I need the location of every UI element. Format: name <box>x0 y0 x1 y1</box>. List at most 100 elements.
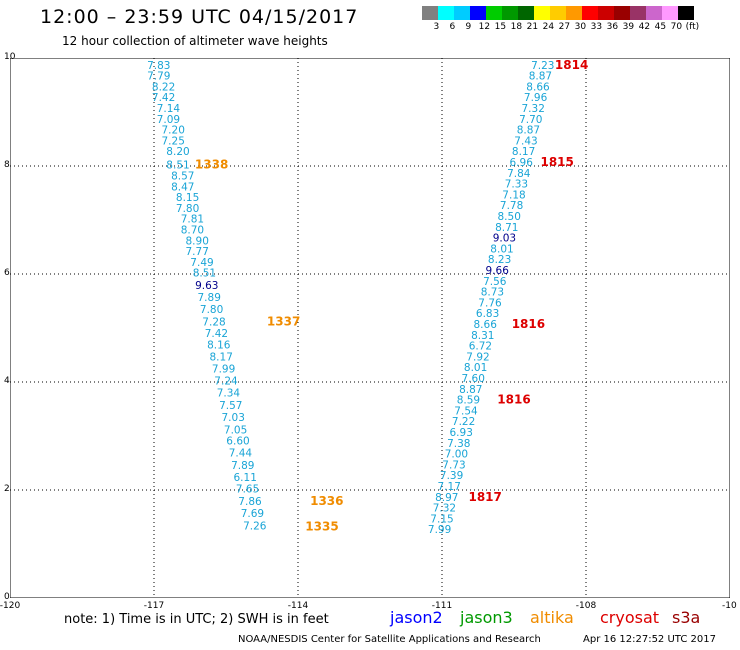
colorbar-swatch <box>422 6 438 20</box>
wave-height-value: 7.57 <box>219 400 242 412</box>
latitude-tick-label: 10 <box>4 52 16 62</box>
wave-height-value: 7.15 <box>430 513 453 525</box>
wave-height-value: 7.20 <box>162 125 185 137</box>
pass-time-labels: 1338 1337 1336 1335 1814 1815 1816 1816 1817 <box>195 58 588 534</box>
wave-height-value: 6.93 <box>450 427 473 439</box>
wave-height-value: 7.42 <box>152 92 175 104</box>
wave-height-value: 8.87 <box>459 384 482 396</box>
wave-height-value: 6.72 <box>469 341 492 353</box>
colorbar-swatch <box>454 6 470 20</box>
wave-height-value: 7.49 <box>190 257 213 269</box>
colorbar-label: 42 <box>638 22 651 32</box>
wave-height-value: 9.66 <box>486 265 510 277</box>
wave-height-value: 7.99 <box>212 363 235 375</box>
wave-height-value: 7.34 <box>217 388 241 400</box>
wave-height-value: 7.81 <box>181 214 204 226</box>
satellite-legend-s3a: s3a <box>672 608 701 627</box>
page-title: 12:00 – 23:59 UTC 04/15/2017 <box>40 6 359 28</box>
longitude-tick-label: -114 <box>287 601 309 611</box>
wave-height-value: 7.78 <box>500 200 523 212</box>
wave-height-value: 7.17 <box>438 481 461 493</box>
wave-height-value: 8.71 <box>495 222 518 234</box>
wave-height-value: 8.17 <box>512 146 535 158</box>
wave-height-value: 8.01 <box>464 362 487 374</box>
latitude-tick-label: 8 <box>4 160 10 170</box>
satellite-legend-jason2: jason2 <box>390 608 443 627</box>
wave-height-value: 7.76 <box>478 297 502 309</box>
wave-height-value: 8.87 <box>529 71 552 83</box>
colorbar-swatch <box>614 6 630 20</box>
wave-height-value: 7.03 <box>222 412 245 424</box>
wave-height-value: 7.69 <box>241 508 264 520</box>
pass-time-label: 1814 <box>555 58 588 72</box>
longitude-tick-label: -108 <box>575 601 597 611</box>
wave-height-value: 8.97 <box>435 492 458 504</box>
colorbar-label: 9 <box>465 22 472 32</box>
colorbar-swatch <box>486 6 502 20</box>
satellite-legend-altika: altika <box>530 608 574 627</box>
wave-height-value: 7.22 <box>452 416 475 428</box>
wave-height-value: 7.89 <box>231 460 254 472</box>
wave-height-value: 8.47 <box>171 181 194 193</box>
satellite-legend-cryosat: cryosat <box>600 608 660 627</box>
wave-height-value: 7.99 <box>428 524 451 536</box>
wave-height-value: 8.70 <box>181 225 204 237</box>
wave-height-value: 8.50 <box>498 211 521 223</box>
wave-height-value: 9.63 <box>195 280 218 292</box>
colorbar-label: 12 <box>478 22 491 32</box>
wave-height-value: 8.17 <box>210 351 233 363</box>
wave-height-value: 6.60 <box>226 436 249 448</box>
credit-line: NOAA/NESDIS Center for Satellite Applica… <box>238 634 541 645</box>
pass-time-label: 1336 <box>310 494 343 508</box>
colorbar-label: 27 <box>558 22 571 32</box>
wave-height-value: 7.79 <box>147 71 170 83</box>
wave-height-value: 7.80 <box>176 203 199 215</box>
wave-height-value: 7.70 <box>519 114 542 126</box>
colorbar-label: 33 <box>590 22 603 32</box>
colorbar-swatch <box>582 6 598 20</box>
colorbar-label: 30 <box>574 22 587 32</box>
colorbar-swatch <box>502 6 518 20</box>
wave-height-value: 7.43 <box>514 135 537 147</box>
wave-height-value: 8.22 <box>152 81 175 93</box>
wave-height-value: 6.83 <box>476 308 499 320</box>
colorbar-swatch <box>566 6 582 20</box>
wave-height-value: 7.32 <box>522 103 545 115</box>
colorbar-swatch <box>598 6 614 20</box>
wave-height-value: 8.23 <box>488 254 511 266</box>
wave-height-value: 7.32 <box>433 503 456 515</box>
colorbar-swatch <box>662 6 678 20</box>
wave-height-value: 7.24 <box>214 376 238 388</box>
wave-height-value: 8.20 <box>166 146 189 158</box>
pass-time-label: 1816 <box>497 393 530 407</box>
wave-height-value: 7.28 <box>202 316 225 328</box>
colorbar-label: 21 <box>526 22 539 32</box>
wave-height-value: 7.89 <box>198 292 221 304</box>
pass-time-label: 1338 <box>195 158 228 172</box>
colorbar-label: 36 <box>606 22 619 32</box>
wave-height-value: 7.26 <box>243 520 267 532</box>
colorbar-label: 45 <box>654 22 667 32</box>
wave-height-value: 6.96 <box>510 157 534 169</box>
colorbar-label: 39 <box>622 22 635 32</box>
wave-height-value: 7.05 <box>224 424 247 436</box>
page-subtitle: 12 hour collection of altimeter wave hei… <box>62 34 328 48</box>
pass-time-label: 1335 <box>305 520 338 534</box>
pass-time-label: 1815 <box>540 155 573 169</box>
wave-height-value: 7.77 <box>186 246 209 258</box>
wave-height-value: 7.00 <box>445 449 468 461</box>
colorbar-label: (ft) <box>685 22 700 32</box>
colorbar-label: 18 <box>510 22 523 32</box>
longitude-tick-label: -120 <box>0 601 21 611</box>
colorbar-label: 24 <box>542 22 555 32</box>
altimeter-map: 7.837.798.227.427.147.097.207.258.208.51… <box>10 58 730 598</box>
pass-time-label: 1337 <box>267 314 300 328</box>
wave-height-value: 7.65 <box>236 484 259 496</box>
wave-height-value: 7.18 <box>502 189 525 201</box>
wave-height-value: 7.33 <box>505 179 528 191</box>
wave-height-value: 7.86 <box>238 496 262 508</box>
wave-height-value: 8.16 <box>207 340 231 352</box>
wave-height-value: 7.44 <box>229 448 253 460</box>
pass-time-label: 1817 <box>468 490 501 504</box>
wave-height-value: 7.83 <box>147 60 170 72</box>
